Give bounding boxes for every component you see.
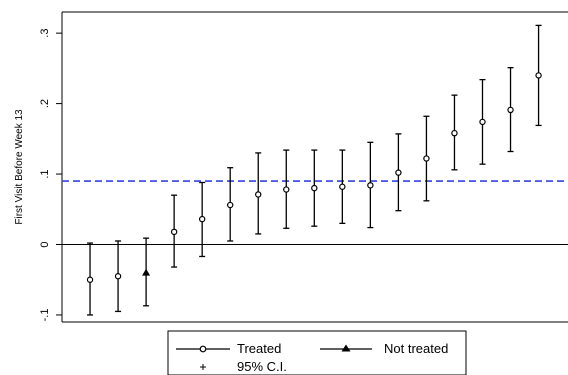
treated-point	[170, 228, 178, 236]
not-treated-point	[142, 268, 151, 276]
legend-ci-marker	[200, 364, 206, 370]
treated-point	[114, 273, 122, 280]
data-points	[86, 72, 542, 283]
treated-point	[479, 118, 486, 126]
treated-point	[311, 184, 318, 192]
legend-ci-label: 95% C.I.	[237, 359, 287, 374]
treated-point	[198, 215, 206, 223]
confidence-intervals	[87, 24, 542, 316]
legend-treated-marker	[199, 345, 207, 353]
plot-frame	[61, 11, 568, 323]
treated-point	[255, 191, 262, 198]
y-tick-label: .1	[39, 169, 51, 178]
treated-point	[451, 129, 458, 137]
y-tick-label: 0	[39, 241, 51, 247]
legend-treated-label: Treated	[237, 341, 281, 356]
treated-point	[283, 186, 290, 193]
treated-point	[423, 155, 430, 162]
treated-point	[226, 201, 234, 209]
legend: Treated Not treated 95% C.I.	[167, 330, 467, 375]
legend-not-treated-label: Not treated	[384, 341, 448, 356]
y-tick-label: -.1	[39, 309, 51, 322]
treated-point	[395, 169, 402, 176]
treated-point	[86, 276, 94, 283]
legend-not-treated-marker	[341, 344, 351, 352]
y-tick-label: .2	[39, 99, 51, 108]
treated-point	[367, 182, 374, 189]
treated-point	[339, 183, 346, 190]
treated-point	[535, 72, 542, 79]
y-axis: -.1 0 .1 .2 .3	[39, 29, 62, 322]
y-tick-label: .3	[39, 29, 51, 38]
y-axis-title: First Visit Before Week 13	[14, 109, 25, 225]
legend-box	[167, 330, 467, 375]
treated-point	[507, 106, 514, 114]
